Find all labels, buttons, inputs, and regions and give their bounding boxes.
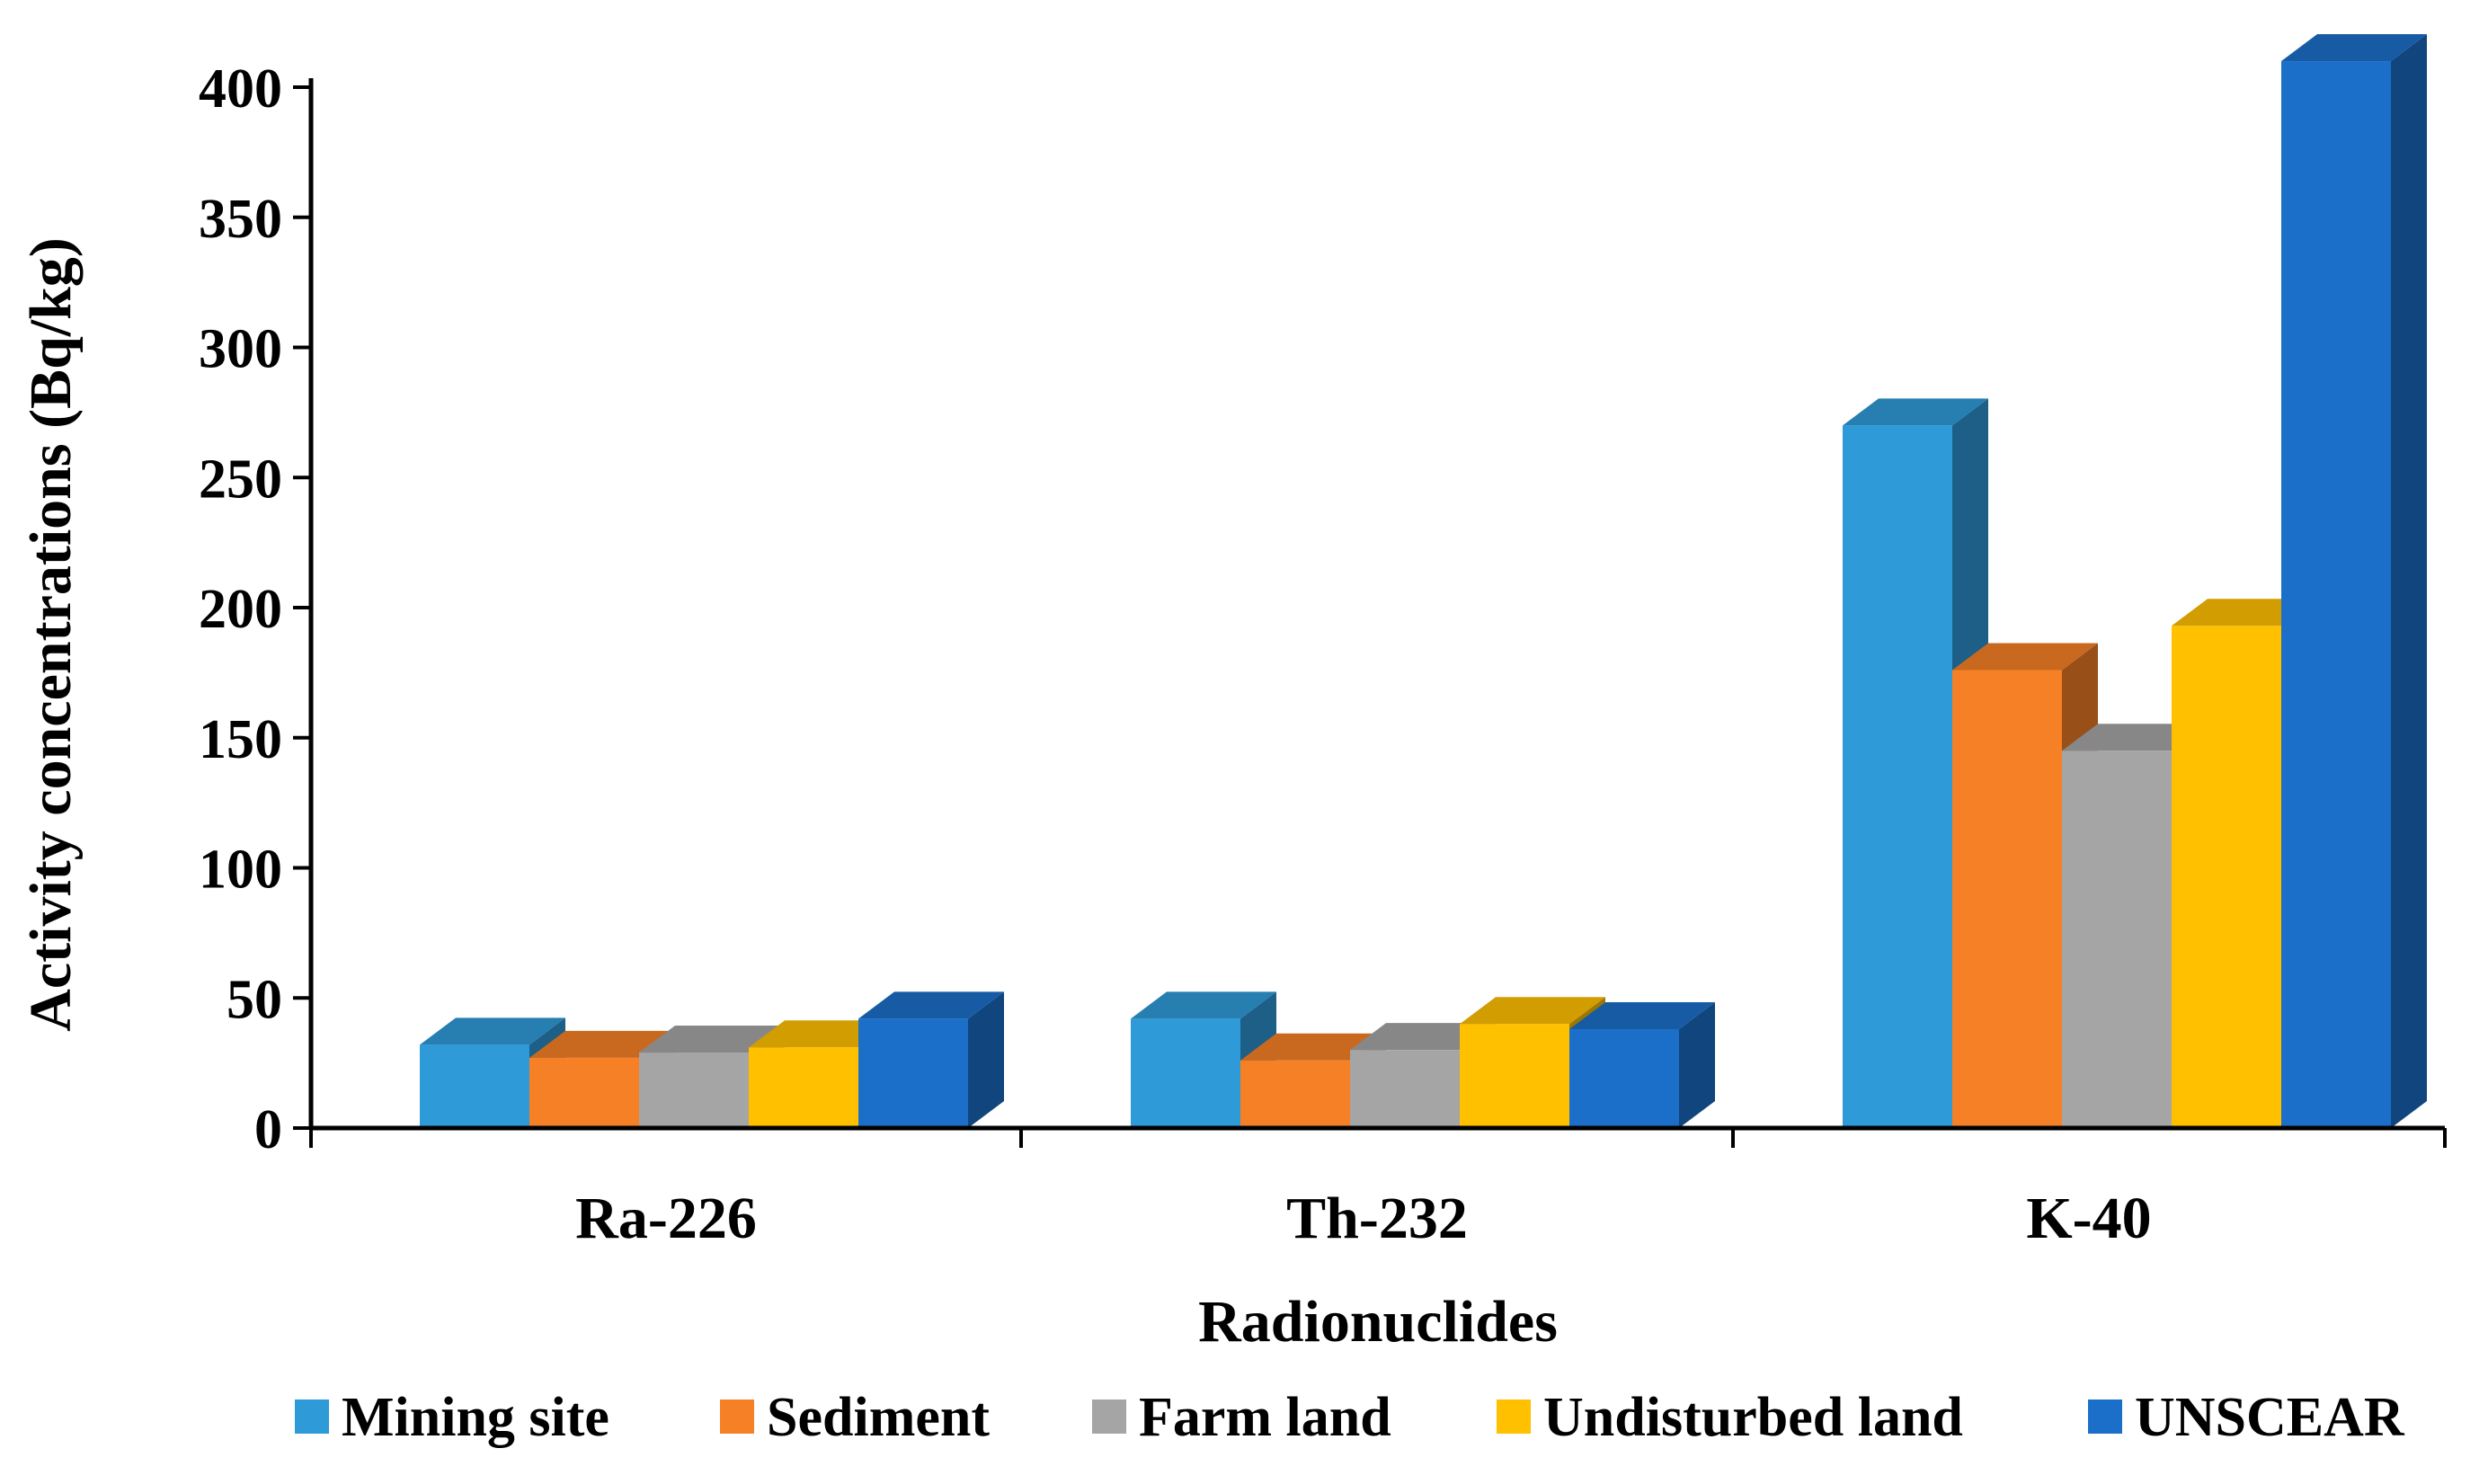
bar-top [2172,599,2317,626]
bar-top [2281,34,2427,62]
bar [2281,34,2427,1128]
bar-front [858,1018,968,1128]
bar-side [1679,1001,1715,1128]
bar-front [529,1057,639,1128]
legend-swatch [1092,1400,1126,1434]
bar-top [1569,1001,1715,1029]
legend-swatch [1497,1400,1531,1434]
bar-front [2281,61,2391,1128]
y-tick-label: 50 [227,969,282,1030]
legend-item: Undisturbed land [1497,1387,1963,1448]
bar-side [2391,34,2427,1128]
bar-front [1350,1050,1460,1128]
bar-top [529,1030,675,1058]
y-tick-label: 0 [254,1099,282,1160]
legend-label: UNSCEAR [2135,1387,2405,1448]
bar-top [1240,1033,1386,1061]
y-axis-title: Activity concentrations (Bq/kg) [18,237,84,1032]
x-category-label: Th-232 [1286,1186,1468,1251]
bar-front [2062,751,2172,1128]
bar-top [1952,643,2098,671]
bar-front [1460,1024,1569,1128]
bar-top [639,1026,785,1053]
bar [1569,1001,1715,1128]
y-tick-label: 350 [199,189,282,250]
bar-front [1952,670,2062,1128]
x-category-label: Ra-226 [575,1186,757,1251]
bar-top [420,1017,565,1045]
bar-front [2172,626,2281,1128]
bar-front [1131,1018,1240,1128]
ticks-layer: 0 50 100 150 200 250 300 350 400 Ra-226 Th-232 K-40 [199,58,2447,1251]
bar [858,991,1004,1128]
axes-layer [308,78,2445,1131]
bar-front [639,1053,749,1128]
bar-front [1569,1028,1679,1128]
legend-swatch [2088,1400,2122,1434]
x-axis-title: Radionuclides [1198,1289,1558,1355]
bar-top [1350,1023,1496,1051]
legend-item: Sediment [720,1387,990,1448]
bars-layer [420,34,2427,1129]
bar-front [1843,425,1952,1129]
y-tick-label: 300 [199,319,282,380]
bar-side [968,991,1004,1128]
bar-top [1131,991,1276,1019]
y-tick-label: 100 [199,840,282,901]
bar-top [2062,724,2208,751]
y-tick-label: 150 [199,709,282,770]
legend-swatch [295,1400,329,1434]
legend-label: Undisturbed land [1543,1387,1963,1448]
x-category-label: K-40 [2026,1186,2151,1251]
bar-front [420,1044,529,1128]
bar-front [749,1047,858,1128]
y-tick-label: 250 [199,449,282,510]
legend-item: Farm land [1092,1387,1391,1448]
bar-top [1843,398,1988,426]
legend-swatch [720,1400,754,1434]
y-tick-label: 400 [199,58,282,120]
bar-top [1460,997,1605,1025]
bar-front [1240,1060,1350,1128]
legend-label: Sediment [767,1387,990,1448]
y-tick-label: 200 [199,579,282,640]
legend-label: Mining site [342,1387,609,1448]
legend-label: Farm land [1139,1387,1391,1448]
legend-item: UNSCEAR [2088,1387,2405,1448]
legend-item: Mining site [295,1387,609,1448]
bar-top [858,991,1004,1019]
bar-top [749,1020,894,1048]
legend: Mining site Sediment Farm land Undisturbed … [295,1387,2405,1448]
